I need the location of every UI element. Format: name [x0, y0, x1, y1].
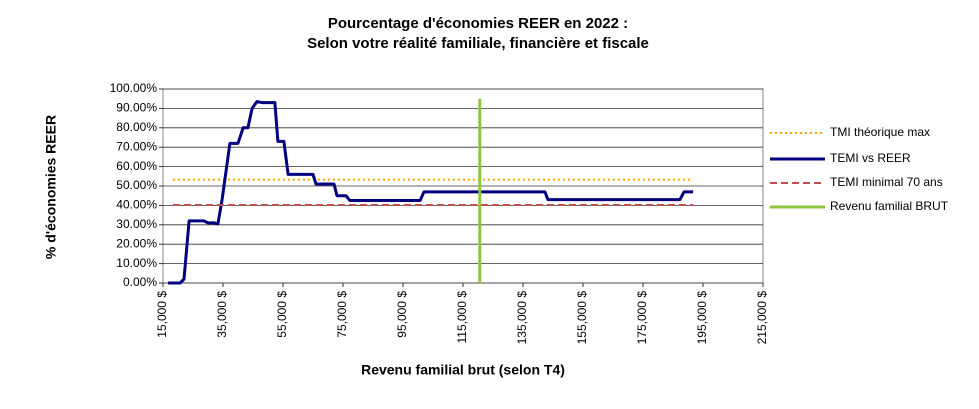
x-tick-label: 35,000 $ — [215, 291, 229, 338]
y-tick-label: 80.00% — [116, 120, 157, 134]
x-tick-label: 155,000 $ — [575, 291, 589, 345]
series-line — [168, 100, 694, 285]
y-tick-label: 60.00% — [116, 159, 157, 173]
x-axis-title: Revenu familial brut (selon T4) — [361, 362, 565, 378]
y-tick-label: 30.00% — [116, 217, 157, 231]
legend-label: Revenu familial BRUT — [830, 199, 949, 213]
x-tick-label: 115,000 $ — [455, 291, 469, 344]
y-axis-title: % d'économies REER — [43, 115, 59, 259]
y-tick-label: 10.00% — [116, 256, 157, 270]
y-tick-label: 50.00% — [116, 178, 157, 192]
y-tick-label: 70.00% — [116, 139, 157, 153]
y-tick-label: 90.00% — [116, 101, 157, 115]
y-tick-label: 0.00% — [123, 275, 157, 289]
legend-label: TEMI vs REER — [830, 151, 911, 165]
chart-title: Selon votre réalité familiale, financièr… — [307, 35, 649, 52]
y-tick-label: 20.00% — [116, 236, 157, 250]
chart-title: Pourcentage d'économies REER en 2022 : — [328, 15, 628, 32]
y-tick-label: 40.00% — [116, 198, 157, 212]
x-tick-label: 175,000 $ — [635, 291, 649, 345]
legend-label: TEMI minimal 70 ans — [830, 175, 943, 189]
x-tick-label: 55,000 $ — [275, 291, 289, 338]
y-tick-label: 100.00% — [110, 81, 158, 95]
x-tick-label: 135,000 $ — [515, 291, 529, 345]
x-tick-label: 75,000 $ — [335, 291, 349, 338]
legend-label: TMI théorique max — [830, 125, 930, 139]
x-tick-label: 15,000 $ — [155, 291, 169, 338]
x-tick-label: 95,000 $ — [395, 291, 409, 338]
x-tick-label: 195,000 $ — [695, 291, 709, 345]
x-tick-label: 215,000 $ — [755, 291, 769, 345]
